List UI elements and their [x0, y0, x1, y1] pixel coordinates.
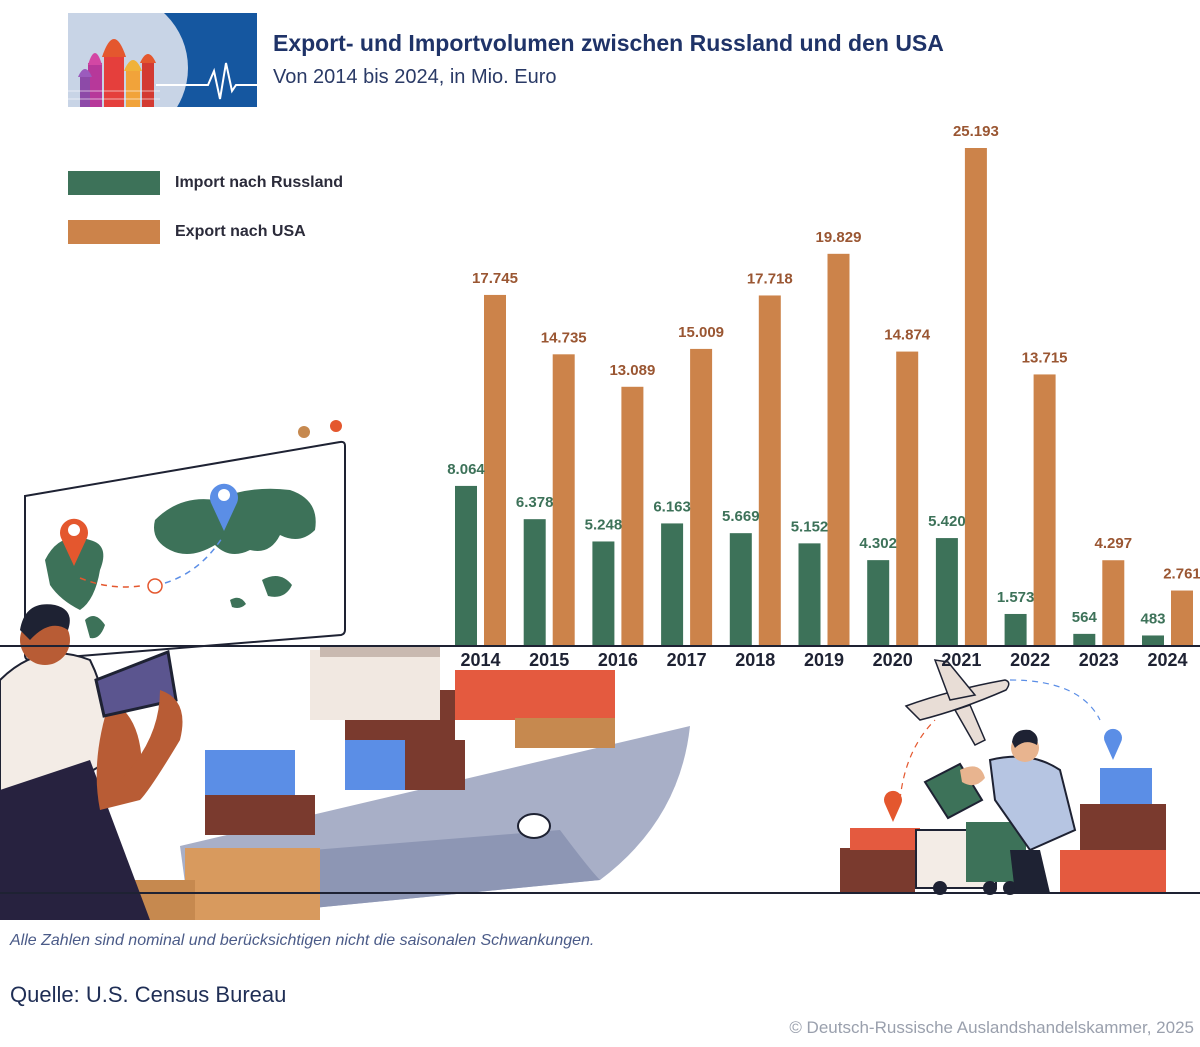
year-label-2021: 2021 — [941, 650, 981, 670]
bar-export-2023 — [1102, 560, 1125, 645]
label-export-2023: 4.297 — [1095, 535, 1133, 552]
year-label-2014: 2014 — [460, 650, 500, 670]
bar-import-2024 — [1142, 635, 1164, 645]
bar-export-2021 — [964, 148, 987, 645]
bars-layer: 8.064 17.745 2014 6.378 14.735 2015 5.248 13.08… — [447, 123, 1200, 670]
label-import-2017: 6.163 — [653, 498, 691, 515]
cargo-airplane — [884, 659, 1122, 822]
copyright: © Deutsch-Russische Auslandshandelskamme… — [789, 1018, 1194, 1037]
logo — [68, 13, 257, 107]
legend-swatch-import — [68, 171, 160, 195]
label-import-2020: 4.302 — [859, 535, 897, 552]
label-import-2015: 6.378 — [516, 494, 554, 511]
person-with-tablet — [0, 604, 183, 920]
label-export-2022: 13.715 — [1022, 349, 1068, 366]
chart-subtitle: Von 2014 bis 2024, in Mio. Euro — [273, 66, 557, 88]
bar-import-2021 — [935, 538, 958, 645]
bar-export-2024 — [1171, 590, 1193, 645]
bar-import-2019 — [798, 543, 821, 645]
label-import-2024: 483 — [1140, 610, 1165, 627]
label-export-2019: 19.829 — [816, 229, 862, 246]
label-import-2023: 564 — [1072, 609, 1098, 626]
bar-export-2015 — [552, 354, 575, 645]
label-export-2017: 15.009 — [678, 324, 724, 341]
footnote: Alle Zahlen sind nominal und berücksicht… — [10, 932, 595, 949]
legend-label-export: Export nach USA — [175, 223, 306, 240]
label-import-2014: 8.064 — [447, 461, 485, 478]
bar-export-2018 — [758, 295, 781, 645]
bar-import-2014 — [455, 485, 477, 645]
bar-import-2020 — [867, 560, 890, 645]
bar-import-2022 — [1004, 613, 1027, 645]
world-map-screen — [24, 420, 346, 662]
year-label-2015: 2015 — [529, 650, 569, 670]
legend-swatch-export — [68, 220, 160, 244]
bar-import-2015 — [523, 519, 546, 645]
label-import-2022: 1.573 — [997, 589, 1035, 606]
bar-export-2022 — [1033, 374, 1056, 645]
year-label-2022: 2022 — [1010, 650, 1050, 670]
year-label-2019: 2019 — [804, 650, 844, 670]
year-label-2020: 2020 — [873, 650, 913, 670]
label-export-2020: 14.874 — [884, 327, 931, 344]
legend-label-import: Import nach Russland — [175, 174, 344, 191]
logistics-scene — [840, 729, 1166, 895]
year-label-2016: 2016 — [598, 650, 638, 670]
label-export-2015: 14.735 — [541, 329, 587, 346]
bar-import-2023 — [1073, 633, 1096, 645]
year-label-2023: 2023 — [1079, 650, 1119, 670]
bar-export-2017 — [690, 348, 713, 645]
year-label-2018: 2018 — [735, 650, 775, 670]
legend-item-import: Import nach Russland — [68, 170, 343, 196]
label-import-2021: 5.420 — [928, 513, 966, 530]
bar-export-2016 — [621, 386, 644, 645]
bar-import-2017 — [661, 523, 684, 645]
legend-item-export: Export nach USA — [68, 219, 343, 245]
year-label-2017: 2017 — [667, 650, 707, 670]
label-export-2021: 25.193 — [953, 123, 999, 140]
bar-export-2019 — [827, 253, 850, 645]
label-import-2019: 5.152 — [791, 518, 829, 535]
label-import-2016: 5.248 — [585, 516, 623, 533]
container-ship — [135, 645, 690, 920]
label-export-2024: 2.761 — [1163, 566, 1200, 583]
bar-export-2014 — [484, 294, 506, 645]
bar-export-2020 — [896, 351, 919, 645]
bar-import-2016 — [592, 541, 615, 645]
bar-import-2018 — [729, 533, 752, 645]
label-import-2018: 5.669 — [722, 508, 760, 525]
legend: Import nach Russland Export nach USA — [68, 170, 343, 268]
chart-title: Export- und Importvolumen zwischen Russl… — [273, 30, 944, 56]
label-export-2016: 13.089 — [609, 362, 655, 379]
source-label: Quelle: U.S. Census Bureau — [10, 982, 287, 1007]
label-export-2018: 17.718 — [747, 270, 793, 287]
year-label-2024: 2024 — [1147, 650, 1187, 670]
label-export-2014: 17.745 — [472, 270, 518, 287]
